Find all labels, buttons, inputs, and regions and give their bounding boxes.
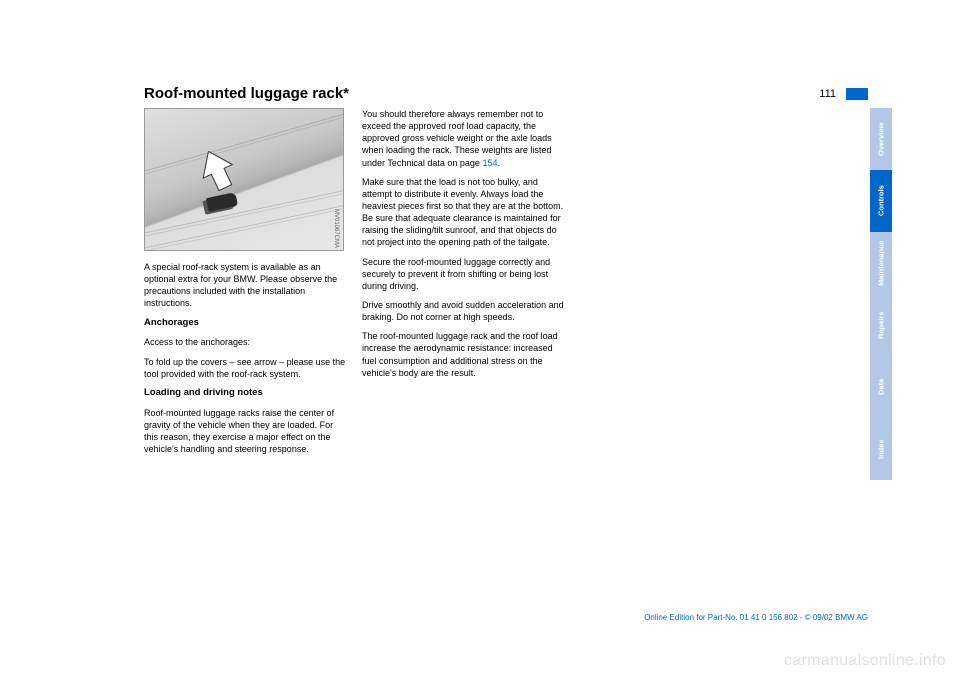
column-2: You should therefore always remember not… <box>362 108 564 386</box>
manual-page: Roof-mounted luggage rack* 111 MV01067CM… <box>0 0 960 678</box>
roof-anchorage-figure: MV01067CMA <box>144 108 344 251</box>
footer-copyright: Online Edition for Part-No. 01 41 0 156 … <box>644 613 868 622</box>
header-row: Roof-mounted luggage rack* 111 <box>144 85 868 102</box>
tab-index[interactable]: Index <box>870 418 892 480</box>
body-text: To fold up the covers – see arrow – plea… <box>144 356 346 380</box>
tab-data[interactable]: Data <box>870 356 892 418</box>
page-link-154[interactable]: 154 <box>482 158 497 168</box>
subhead-loading: Loading and driving notes <box>144 387 346 400</box>
figure-credit: MV01067CMA <box>333 209 339 248</box>
body-text: Access to the anchorages: <box>144 336 346 348</box>
body-text: A special roof-rack system is available … <box>144 261 346 310</box>
column-1: A special roof-rack system is available … <box>144 261 346 462</box>
watermark: carmanualsonline.info <box>784 652 946 670</box>
tab-repairs[interactable]: Repairs <box>870 294 892 356</box>
tab-controls[interactable]: Controls <box>870 170 892 232</box>
page-number: 111 <box>819 88 836 100</box>
sidebar-tabs: Overview Controls Maintenance Repairs Da… <box>870 108 892 480</box>
body-text: You should therefore always remember not… <box>362 108 564 169</box>
body-text: Secure the roof-mounted luggage correctl… <box>362 256 564 292</box>
header-accent-block <box>846 88 868 100</box>
subhead-anchorages: Anchorages <box>144 317 346 330</box>
page-number-block: 111 <box>819 88 868 100</box>
body-text: The roof-mounted luggage rack and the ro… <box>362 330 564 379</box>
body-text: Roof-mounted luggage racks raise the cen… <box>144 407 346 456</box>
tab-overview[interactable]: Overview <box>870 108 892 170</box>
tab-maintenance[interactable]: Maintenance <box>870 232 892 294</box>
body-text: Drive smoothly and avoid sudden accelera… <box>362 299 564 323</box>
page-title: Roof-mounted luggage rack* <box>144 85 349 102</box>
body-text: Make sure that the load is not too bulky… <box>362 176 564 249</box>
